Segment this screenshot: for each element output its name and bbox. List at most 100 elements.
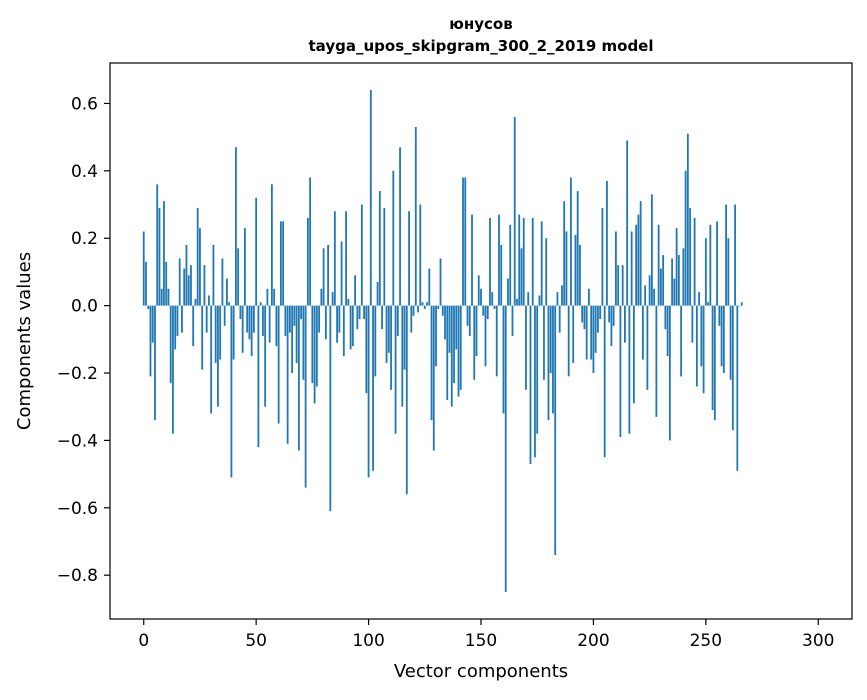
bar-99 (365, 305, 368, 394)
bar-147 (473, 305, 476, 380)
bar-101 (369, 89, 372, 306)
bar-265 (738, 305, 741, 307)
bars-group (142, 89, 743, 593)
bar-220 (637, 214, 640, 306)
x-tick-label: 200 (577, 631, 609, 651)
bar-196 (583, 305, 586, 330)
bar-95 (356, 305, 359, 330)
bar-133 (441, 305, 444, 316)
bar-252 (709, 224, 712, 306)
bar-165 (513, 116, 516, 306)
bar-248 (700, 305, 703, 367)
bar-64 (286, 305, 289, 444)
bar-14 (174, 305, 177, 350)
bar-19 (185, 244, 188, 306)
bar-111 (392, 170, 395, 306)
bar-85 (333, 211, 336, 306)
bar-200 (592, 305, 595, 374)
bar-39 (230, 305, 233, 478)
bar-210 (615, 231, 617, 306)
bar-264 (736, 305, 739, 471)
bar-74 (309, 177, 312, 306)
bar-237 (675, 228, 678, 306)
bar-263 (734, 204, 736, 306)
bar-104 (376, 282, 379, 306)
bar-172 (529, 305, 532, 464)
bar-29 (208, 295, 210, 306)
bar-185 (558, 305, 561, 333)
bar-102 (372, 305, 374, 471)
bar-254 (713, 305, 716, 421)
bar-227 (653, 288, 656, 306)
bar-105 (378, 191, 381, 306)
bar-169 (522, 218, 525, 306)
bar-188 (565, 231, 568, 306)
x-tick-label: 0 (138, 631, 149, 651)
bar-46 (246, 305, 249, 333)
bar-219 (635, 224, 638, 306)
bar-98 (363, 305, 365, 320)
bar-112 (394, 305, 397, 434)
bar-0 (142, 231, 145, 306)
bar-117 (405, 305, 408, 495)
bar-13 (172, 305, 174, 434)
bar-30 (210, 305, 213, 414)
bar-238 (677, 255, 680, 306)
y-tick-label: 0.4 (71, 162, 98, 182)
bar-218 (633, 305, 635, 404)
bar-68 (295, 305, 298, 363)
bar-184 (556, 292, 559, 306)
bar-136 (448, 305, 451, 353)
bar-6 (156, 184, 159, 306)
bar-86 (336, 305, 338, 343)
bar-48 (250, 305, 253, 357)
bar-17 (181, 305, 183, 333)
bar-150 (480, 288, 482, 306)
bar-158 (498, 214, 500, 306)
bar-3 (149, 305, 152, 377)
bar-213 (621, 265, 624, 306)
bar-240 (682, 248, 685, 306)
bar-157 (495, 305, 498, 377)
bar-94 (354, 275, 356, 306)
bar-140 (457, 305, 460, 397)
bar-175 (536, 305, 539, 434)
bar-123 (419, 204, 422, 306)
bar-134 (444, 305, 446, 340)
bar-34 (219, 305, 222, 360)
bar-42 (237, 248, 240, 306)
bar-18 (183, 268, 186, 306)
bar-197 (585, 305, 588, 360)
bar-56 (268, 305, 271, 343)
bar-202 (597, 305, 599, 333)
bar-235 (671, 258, 674, 306)
bar-166 (516, 298, 518, 306)
bar-21 (190, 265, 192, 306)
bar-88 (340, 241, 343, 306)
y-tick-label: 0.0 (71, 297, 98, 317)
x-tick-label: 300 (802, 631, 834, 651)
bar-233 (666, 305, 669, 357)
bar-31 (212, 244, 215, 306)
bar-80 (322, 248, 325, 306)
bar-253 (711, 305, 714, 411)
bar-4 (151, 305, 154, 343)
bar-156 (493, 305, 496, 309)
bar-217 (630, 231, 633, 306)
bar-11 (167, 288, 170, 306)
bar-26 (201, 305, 204, 370)
bar-137 (450, 305, 453, 407)
bar-103 (374, 305, 377, 377)
bar-176 (538, 295, 541, 306)
bar-70 (300, 305, 303, 320)
bar-174 (534, 305, 536, 458)
bar-266 (740, 302, 743, 306)
x-axis-label: Vector components (394, 661, 568, 682)
chart-title: юнусов (449, 15, 512, 33)
bar-66 (291, 305, 294, 374)
bar-128 (430, 305, 433, 421)
bar-236 (673, 278, 676, 306)
bar-173 (531, 218, 534, 306)
bar-146 (471, 214, 473, 306)
